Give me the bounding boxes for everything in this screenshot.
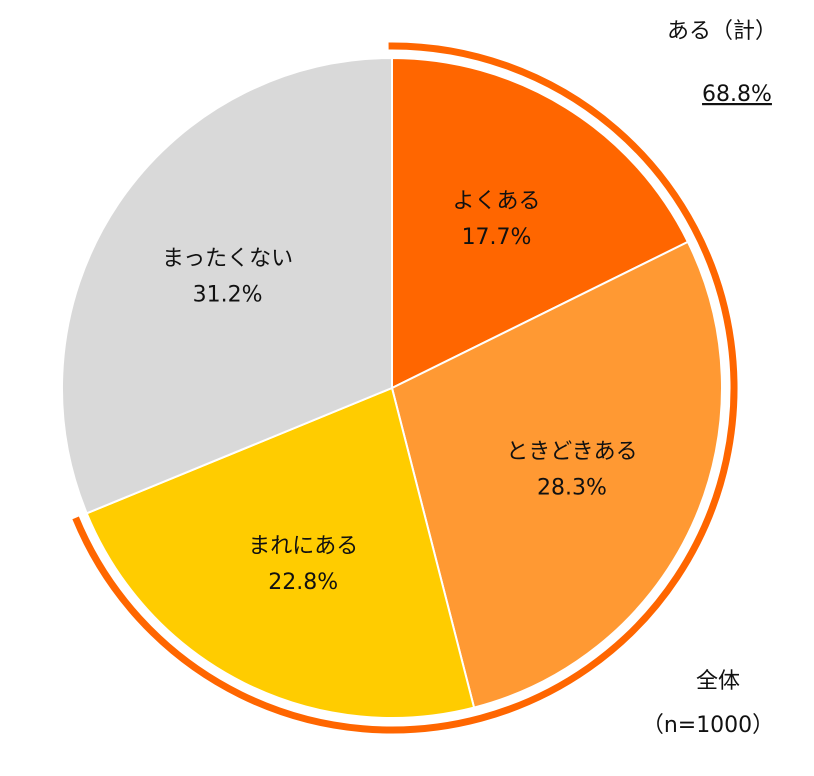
pie-slice <box>391 56 690 390</box>
slice-value-label: 28.3% <box>537 476 607 501</box>
slice-label: まったくない <box>162 247 293 272</box>
slice-label: まれにある <box>248 534 358 559</box>
pie-slice <box>390 240 723 709</box>
pie-slice <box>61 56 393 515</box>
slice-value-label: 17.7% <box>462 225 532 250</box>
pie-slice <box>85 386 476 719</box>
slice-label: よくある <box>453 189 541 214</box>
slice-value-label: 31.2% <box>193 283 263 308</box>
slice-value-label: 22.8% <box>268 570 338 595</box>
group-total-arc <box>72 42 738 734</box>
group-total-label: ある（計） <box>667 19 777 44</box>
sample-label: （n=1000） <box>642 713 774 738</box>
base-label: 全体 <box>696 669 740 694</box>
slice-label: ときどきある <box>506 440 637 465</box>
group-total-value: 68.8% <box>702 82 772 107</box>
